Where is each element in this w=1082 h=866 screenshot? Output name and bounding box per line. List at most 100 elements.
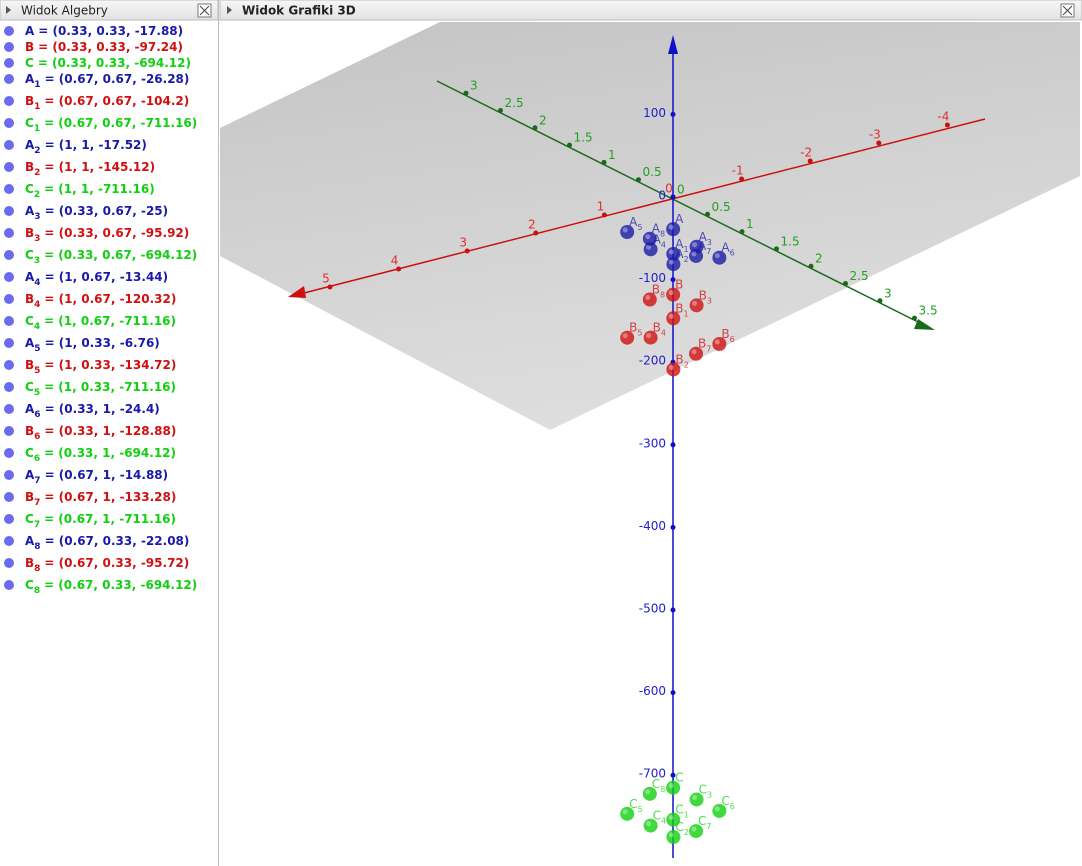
close-button[interactable]: [1060, 3, 1075, 18]
algebra-item[interactable]: A2 = (1, 1, -17.52): [4, 138, 147, 156]
algebra-item[interactable]: A1 = (0.67, 0.67, -26.28): [4, 72, 189, 90]
algebra-item[interactable]: C7 = (0.67, 1, -711.16): [4, 512, 176, 530]
collapse-toggle[interactable]: [6, 6, 11, 14]
algebra-item[interactable]: C4 = (1, 0.67, -711.16): [4, 314, 176, 332]
point-label: C3: [699, 782, 712, 799]
point[interactable]: C7: [689, 814, 712, 839]
subscript: 5: [34, 388, 40, 398]
point[interactable]: B8: [642, 282, 665, 307]
point[interactable]: B: [666, 277, 683, 302]
visibility-toggle[interactable]: [4, 316, 14, 326]
visibility-toggle[interactable]: [4, 492, 14, 502]
algebra-item[interactable]: C = (0.33, 0.33, -694.12): [4, 56, 191, 70]
algebra-item[interactable]: C6 = (0.33, 1, -694.12): [4, 446, 176, 464]
point[interactable]: A7: [689, 238, 711, 263]
visibility-toggle[interactable]: [4, 250, 14, 260]
visibility-toggle[interactable]: [4, 26, 14, 36]
algebra-item[interactable]: B4 = (1, 0.67, -120.32): [4, 292, 176, 310]
point[interactable]: B2: [666, 352, 689, 377]
point[interactable]: C8: [642, 776, 665, 801]
visibility-toggle[interactable]: [4, 140, 14, 150]
point[interactable]: C3: [689, 782, 712, 807]
point-sphere: [712, 250, 727, 265]
coordinates: = (1, 0.33, -711.16): [44, 380, 176, 394]
x-tick-label: 2: [528, 218, 536, 232]
visibility-toggle[interactable]: [4, 338, 14, 348]
point[interactable]: A1: [666, 236, 689, 261]
point[interactable]: A8: [642, 221, 665, 246]
algebra-item[interactable]: C8 = (0.67, 0.33, -694.12): [4, 578, 197, 596]
visibility-toggle[interactable]: [4, 360, 14, 370]
point-highlight: [668, 224, 674, 230]
visibility-toggle[interactable]: [4, 96, 14, 106]
algebra-item[interactable]: B2 = (1, 1, -145.12): [4, 160, 155, 178]
point[interactable]: B1: [666, 301, 689, 326]
visibility-toggle[interactable]: [4, 382, 14, 392]
coordinates: = (1, 0.67, -711.16): [44, 314, 176, 328]
visibility-toggle[interactable]: [4, 272, 14, 282]
algebra-item[interactable]: C3 = (0.33, 0.67, -694.12): [4, 248, 197, 266]
point-sphere: [689, 248, 704, 263]
visibility-toggle[interactable]: [4, 58, 14, 68]
visibility-toggle[interactable]: [4, 184, 14, 194]
point[interactable]: B4: [643, 320, 666, 345]
point[interactable]: B6: [712, 326, 735, 351]
algebra-item[interactable]: A6 = (0.33, 1, -24.4): [4, 402, 160, 420]
algebra-item[interactable]: B8 = (0.67, 0.33, -95.72): [4, 556, 189, 574]
z-tick-label: -200: [639, 354, 666, 368]
visibility-toggle[interactable]: [4, 294, 14, 304]
point-name: A: [25, 468, 35, 482]
algebra-entry: C5 = (1, 0.33, -711.16): [25, 380, 176, 398]
visibility-toggle[interactable]: [4, 118, 14, 128]
point[interactable]: C2: [666, 820, 689, 845]
visibility-toggle[interactable]: [4, 536, 14, 546]
algebra-item[interactable]: A3 = (0.33, 0.67, -25): [4, 204, 168, 222]
x-axis-arrow: [288, 286, 306, 298]
algebra-item[interactable]: A5 = (1, 0.33, -6.76): [4, 336, 160, 354]
subscript: 7: [706, 344, 711, 353]
point[interactable]: A: [666, 212, 684, 237]
visibility-toggle[interactable]: [4, 514, 14, 524]
close-button[interactable]: [197, 3, 212, 18]
point[interactable]: A2: [666, 247, 689, 272]
point[interactable]: B3: [689, 288, 712, 313]
algebra-item[interactable]: B7 = (0.67, 1, -133.28): [4, 490, 176, 508]
collapse-toggle[interactable]: [227, 6, 232, 14]
algebra-item[interactable]: A4 = (1, 0.67, -13.44): [4, 270, 168, 288]
algebra-item[interactable]: B3 = (0.33, 0.67, -95.92): [4, 226, 189, 244]
algebra-item[interactable]: C5 = (1, 0.33, -711.16): [4, 380, 176, 398]
point[interactable]: A6: [712, 240, 735, 265]
algebra-item[interactable]: C2 = (1, 1, -711.16): [4, 182, 155, 200]
algebra-item[interactable]: A8 = (0.67, 0.33, -22.08): [4, 534, 189, 552]
visibility-toggle[interactable]: [4, 162, 14, 172]
algebra-item[interactable]: A = (0.33, 0.33, -17.88): [4, 24, 183, 38]
point[interactable]: B5: [620, 320, 642, 345]
point[interactable]: B7: [689, 336, 711, 361]
point-name: B: [25, 358, 34, 372]
algebra-item[interactable]: C1 = (0.67, 0.67, -711.16): [4, 116, 197, 134]
algebra-item[interactable]: B6 = (0.33, 1, -128.88): [4, 424, 176, 442]
visibility-toggle[interactable]: [4, 470, 14, 480]
visibility-toggle[interactable]: [4, 404, 14, 414]
visibility-toggle[interactable]: [4, 580, 14, 590]
visibility-toggle[interactable]: [4, 228, 14, 238]
visibility-toggle[interactable]: [4, 42, 14, 52]
algebra-item[interactable]: B = (0.33, 0.33, -97.24): [4, 40, 183, 54]
algebra-item[interactable]: A7 = (0.67, 1, -14.88): [4, 468, 168, 486]
visibility-toggle[interactable]: [4, 74, 14, 84]
algebra-view: Widok Algebry A = (0.33, 0.33, -17.88)B = …: [0, 0, 219, 866]
visibility-toggle[interactable]: [4, 558, 14, 568]
point[interactable]: C: [666, 770, 684, 795]
point[interactable]: A4: [643, 232, 666, 257]
visibility-toggle[interactable]: [4, 206, 14, 216]
point[interactable]: C5: [620, 796, 643, 821]
point[interactable]: C1: [666, 802, 689, 827]
point[interactable]: C4: [643, 808, 666, 833]
algebra-item[interactable]: B5 = (1, 0.33, -134.72): [4, 358, 176, 376]
visibility-toggle[interactable]: [4, 448, 14, 458]
point[interactable]: A5: [620, 215, 642, 240]
point[interactable]: C6: [712, 793, 735, 818]
visibility-toggle[interactable]: [4, 426, 14, 436]
algebra-item[interactable]: B1 = (0.67, 0.67, -104.2): [4, 94, 189, 112]
z-tick-label: 100: [643, 106, 666, 120]
